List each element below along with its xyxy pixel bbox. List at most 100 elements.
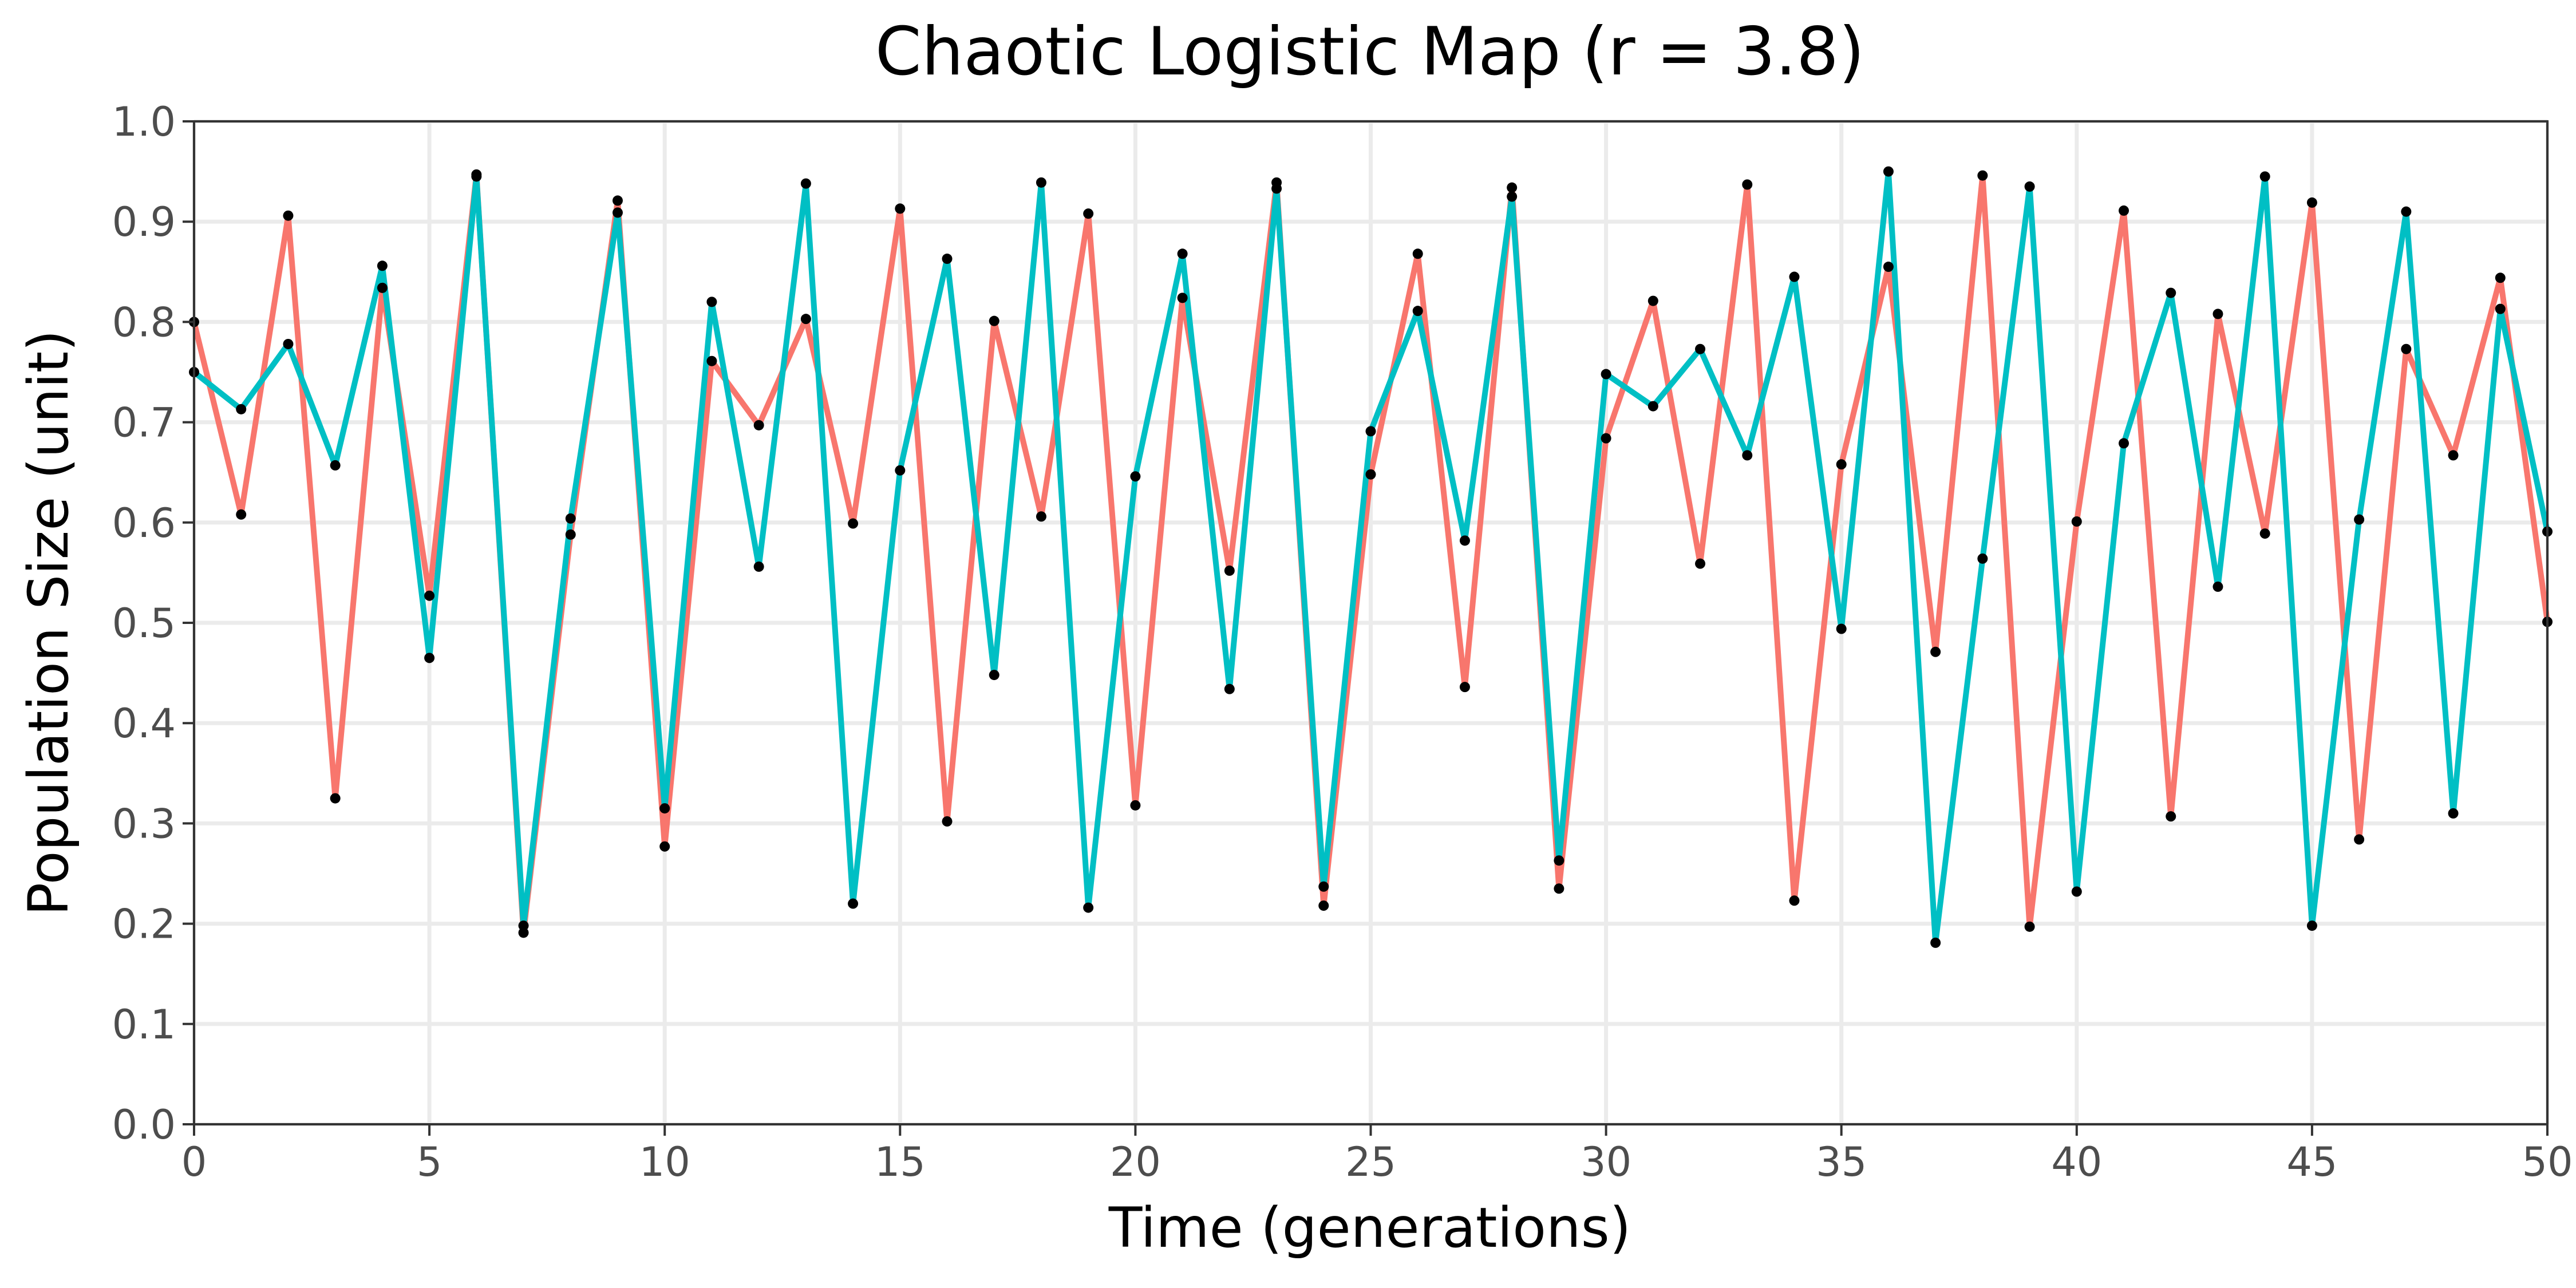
data-point-series-2 [1836,623,1847,634]
data-point-series-2 [565,513,576,524]
data-point-series-2 [330,460,341,471]
x-tick-label: 40 [2051,1139,2102,1186]
data-point-series-2 [1507,191,1518,202]
y-tick-label: 0.3 [112,800,176,847]
y-tick-label: 1.0 [112,98,176,145]
data-point-series-2 [1647,401,1658,412]
x-tick-label: 5 [417,1139,442,1186]
data-point-series-2 [2354,514,2365,525]
data-point-series-1 [2495,272,2506,283]
data-point-series-1 [236,509,247,520]
chart-title: Chaotic Logistic Map (r = 3.8) [875,13,1864,90]
data-point-series-2 [1554,855,1564,866]
x-tick-label: 30 [1581,1139,1631,1186]
data-point-series-2 [753,561,764,572]
data-point-series-1 [2024,921,2035,932]
data-point-series-2 [1318,881,1329,892]
x-tick-label: 50 [2522,1139,2573,1186]
data-point-series-1 [989,315,999,326]
data-point-series-2 [1459,535,1470,546]
data-points [189,166,2553,948]
axis-ticks [183,120,2549,1136]
x-tick-label: 20 [1110,1139,1161,1186]
data-point-series-2 [1271,183,1282,194]
data-point-series-1 [1742,179,1753,190]
data-point-series-1 [2259,528,2270,539]
data-point-series-2 [1930,937,1941,948]
data-point-series-1 [1695,558,1706,569]
data-point-series-1 [706,355,717,366]
data-point-series-1 [1224,565,1235,576]
data-point-series-1 [1836,459,1847,470]
y-tick-label: 0.5 [112,600,176,647]
y-tick-label: 0.4 [112,700,176,747]
data-point-series-1 [283,210,294,221]
data-point-series-1 [1036,511,1046,522]
data-point-series-2 [848,898,859,909]
data-point-series-2 [612,207,623,218]
data-point-series-2 [424,653,435,663]
data-point-series-1 [2306,197,2317,208]
x-tick-label: 10 [639,1139,690,1186]
data-point-series-2 [1036,177,1046,188]
y-tick-label: 0.9 [112,199,176,246]
data-point-series-2 [942,254,953,264]
data-point-series-1 [1507,182,1518,193]
data-point-series-2 [1224,683,1235,694]
data-point-series-1 [1647,295,1658,306]
data-point-series-1 [1977,170,1988,181]
data-point-series-1 [895,203,906,214]
data-point-series-2 [283,338,294,349]
data-point-series-2 [2401,206,2412,217]
grid [192,119,2550,1127]
data-point-series-2 [1977,553,1988,564]
data-point-series-1 [1318,900,1329,911]
data-point-series-1 [612,195,623,206]
data-point-series-1 [942,816,953,827]
y-tick-label: 0.7 [112,400,176,447]
data-point-series-2 [1365,426,1376,437]
data-point-series-2 [471,171,482,182]
y-tick-label: 0.2 [112,901,176,948]
data-point-series-2 [1130,471,1141,482]
data-point-series-1 [1177,293,1188,303]
data-point-series-2 [706,297,717,307]
x-tick-labels: 0 5 10 15 20 25 30 35 40 45 50 [181,1139,2573,1186]
data-point-series-2 [2495,303,2506,314]
data-point-series-1 [377,282,388,293]
x-tick-label: 35 [1816,1139,1867,1186]
x-axis-title: Time (generations) [1108,1196,1631,1260]
x-tick-label: 45 [2286,1139,2337,1186]
data-point-series-2 [895,465,906,476]
data-point-series-2 [989,670,999,681]
data-point-series-2 [1695,343,1706,354]
y-tick-label: 0.0 [112,1101,176,1148]
data-point-series-1 [800,314,811,325]
data-point-series-1 [1459,682,1470,693]
data-point-series-1 [424,590,435,601]
data-point-series-2 [2024,181,2035,192]
data-point-series-1 [1130,800,1141,811]
data-point-series-2 [659,803,670,814]
data-point-series-1 [330,793,341,804]
data-point-series-2 [1412,306,1423,317]
y-tick-label: 0.8 [112,299,176,346]
data-point-series-1 [1930,646,1941,657]
x-tick-label: 25 [1345,1139,1396,1186]
data-point-series-2 [2212,581,2223,592]
y-tick-label: 0.6 [112,500,176,547]
data-point-series-1 [1789,895,1800,906]
data-point-series-2 [2166,287,2176,298]
data-point-series-1 [2212,309,2223,319]
data-point-series-1 [753,420,764,430]
data-point-series-1 [2401,343,2412,354]
x-tick-label: 0 [181,1139,207,1186]
data-point-series-1 [2119,205,2129,216]
y-axis-title: Population Size (unit) [17,330,81,915]
data-point-series-2 [1601,369,1611,380]
x-tick-label: 15 [875,1139,926,1186]
data-point-series-1 [2166,811,2176,822]
data-point-series-2 [236,404,247,414]
data-point-series-1 [1365,469,1376,480]
